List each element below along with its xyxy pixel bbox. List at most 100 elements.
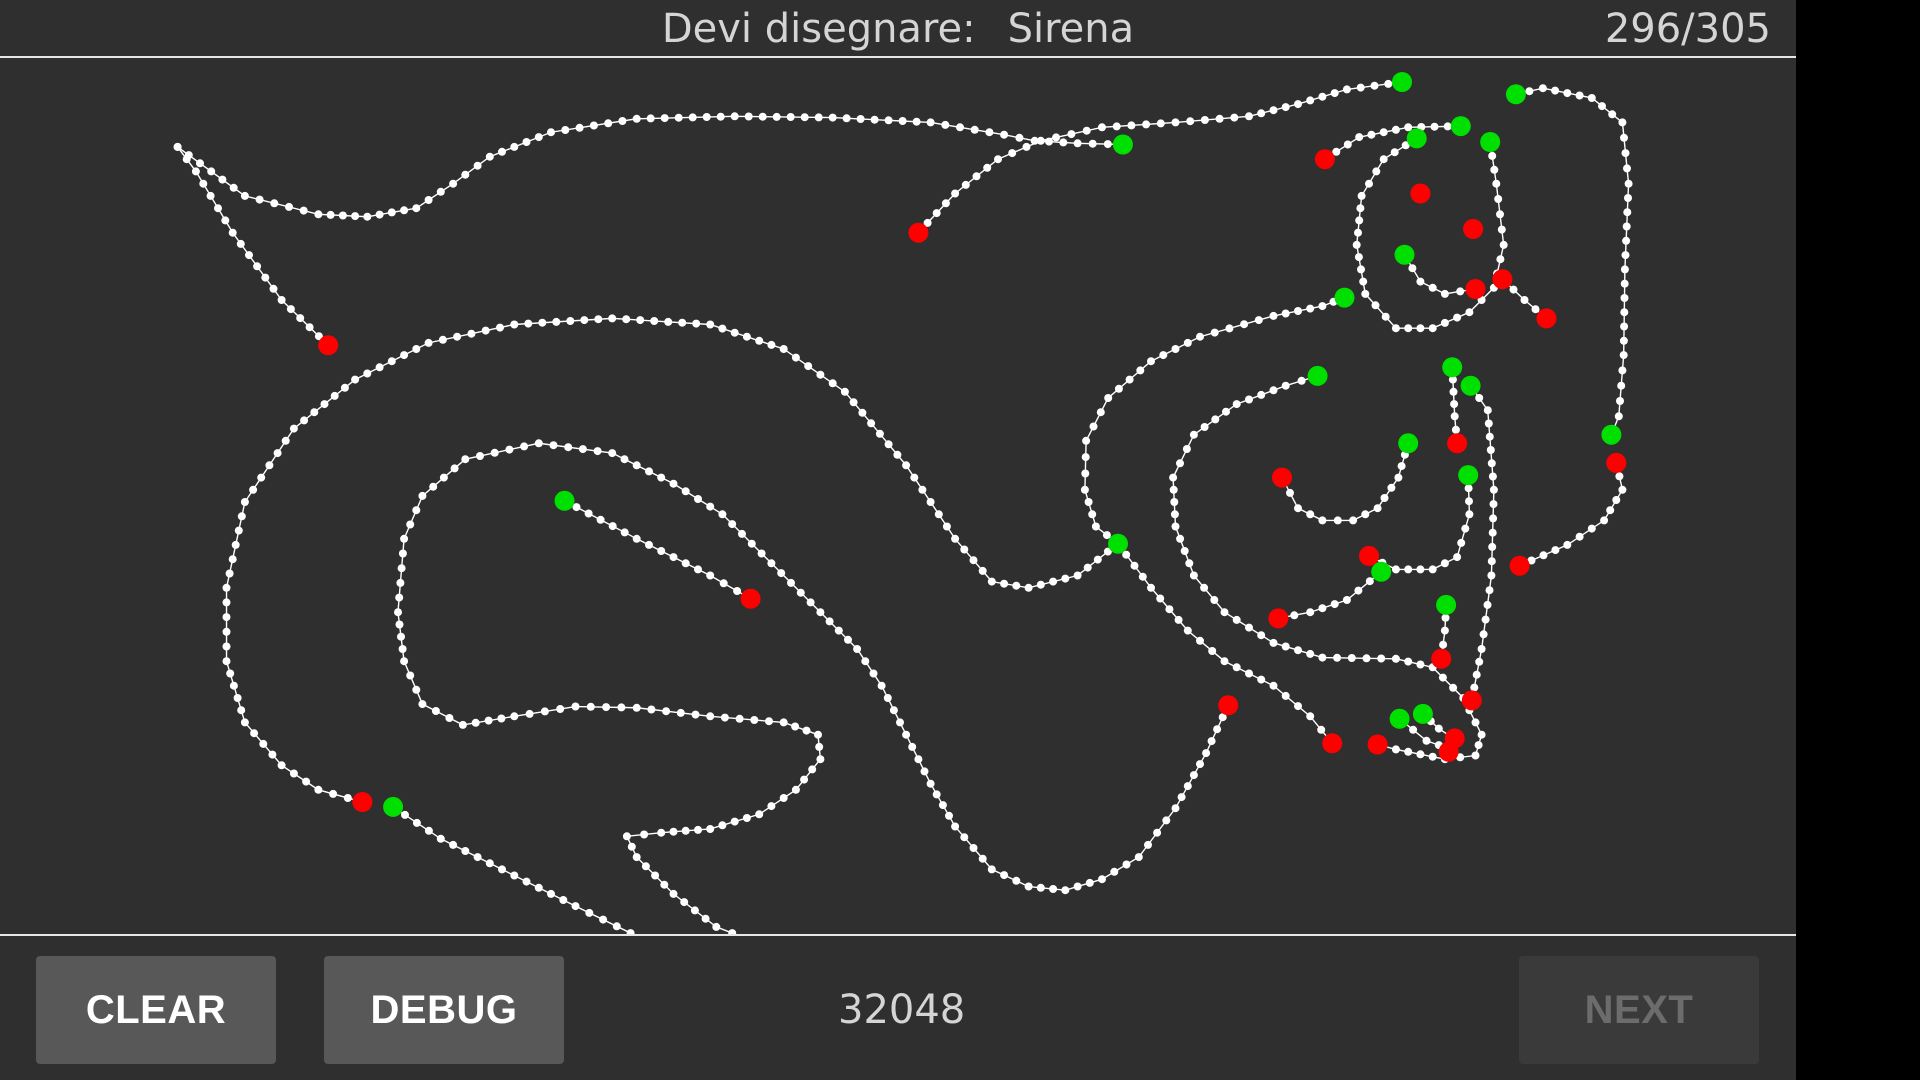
stroke-point bbox=[755, 810, 764, 819]
stroke-point bbox=[620, 455, 629, 464]
stroke-point bbox=[1372, 167, 1381, 176]
stroke-point bbox=[1257, 631, 1266, 640]
stroke-point bbox=[647, 705, 656, 714]
stroke-point bbox=[1539, 551, 1548, 560]
stroke-point bbox=[1483, 600, 1492, 609]
stroke-point bbox=[237, 512, 246, 521]
stroke-point bbox=[669, 889, 678, 898]
stroke-point bbox=[593, 447, 602, 456]
stroke-point bbox=[632, 534, 641, 543]
stroke-point bbox=[870, 115, 879, 124]
stroke-point bbox=[1213, 725, 1222, 734]
stroke-point bbox=[1551, 546, 1560, 555]
stroke-point bbox=[1318, 92, 1327, 101]
stroke-point bbox=[1089, 422, 1098, 431]
stroke-point bbox=[481, 326, 490, 335]
stroke-point bbox=[236, 239, 245, 248]
stroke-point bbox=[525, 709, 534, 718]
stroke-point bbox=[589, 121, 598, 130]
stroke-point bbox=[1049, 577, 1058, 586]
stroke-point bbox=[920, 767, 929, 776]
stroke-start-marker bbox=[1460, 375, 1481, 396]
stroke-point bbox=[490, 448, 499, 457]
stroke-point bbox=[1208, 647, 1217, 655]
stroke-start-marker bbox=[1389, 708, 1410, 729]
stroke-point bbox=[1461, 524, 1470, 533]
stroke-point bbox=[1134, 853, 1143, 862]
stroke-point bbox=[1091, 522, 1100, 531]
stroke-point bbox=[1122, 860, 1131, 869]
stroke-point bbox=[1430, 122, 1439, 131]
stroke-point bbox=[1623, 208, 1632, 217]
stroke-point bbox=[1210, 596, 1219, 604]
stroke-point bbox=[559, 896, 568, 904]
clear-button[interactable]: CLEAR bbox=[36, 956, 276, 1064]
stroke-point bbox=[1367, 130, 1376, 139]
stroke-point bbox=[1608, 110, 1617, 119]
stroke-point bbox=[1110, 867, 1119, 876]
stroke-point bbox=[1598, 102, 1606, 111]
stroke-point bbox=[883, 694, 892, 702]
stroke-point bbox=[1081, 453, 1090, 462]
stroke-point bbox=[660, 880, 669, 889]
stroke-point bbox=[1012, 876, 1021, 885]
stroke-point bbox=[225, 569, 234, 578]
stroke-end-marker bbox=[1410, 183, 1431, 204]
next-button[interactable]: NEXT bbox=[1519, 956, 1759, 1064]
stroke-point bbox=[1490, 165, 1499, 174]
stroke-point bbox=[1377, 654, 1386, 663]
stroke-point bbox=[461, 170, 470, 179]
stroke-point bbox=[1012, 581, 1021, 590]
stroke-point bbox=[1082, 436, 1091, 445]
stroke-point bbox=[738, 529, 746, 538]
stroke-start-marker bbox=[1505, 84, 1526, 105]
stroke-point bbox=[299, 206, 308, 215]
stroke-point bbox=[1587, 524, 1596, 533]
stroke-point bbox=[1487, 571, 1496, 580]
stroke-point bbox=[1622, 222, 1631, 231]
stroke-point bbox=[580, 316, 589, 325]
stroke-point bbox=[622, 315, 631, 324]
stroke-point bbox=[750, 716, 759, 724]
stroke-point bbox=[1354, 228, 1362, 237]
stroke-point bbox=[1015, 133, 1024, 142]
stroke-point bbox=[1061, 574, 1070, 583]
drawing-canvas[interactable] bbox=[0, 58, 1796, 934]
stroke-point bbox=[250, 729, 259, 738]
stroke-point bbox=[669, 553, 678, 562]
prompt-label: Devi disegnare: bbox=[661, 6, 976, 52]
stroke-point bbox=[1416, 660, 1425, 669]
stroke-point bbox=[987, 577, 996, 586]
stroke-point bbox=[1254, 316, 1263, 325]
stroke-point bbox=[1471, 718, 1480, 727]
stroke-point bbox=[449, 840, 458, 849]
stroke-point bbox=[728, 929, 737, 934]
stroke-point bbox=[524, 319, 533, 328]
stroke-point bbox=[627, 842, 636, 851]
stroke-point bbox=[1391, 125, 1400, 134]
stroke-point bbox=[1551, 86, 1560, 95]
stroke-point bbox=[1306, 712, 1315, 721]
stroke-point bbox=[1525, 87, 1534, 96]
stroke-point bbox=[1196, 636, 1204, 645]
stroke-point bbox=[1083, 563, 1092, 572]
stroke-point bbox=[424, 826, 433, 835]
stroke-point bbox=[1624, 179, 1633, 188]
stroke-point bbox=[1361, 289, 1370, 298]
stroke-point bbox=[1488, 528, 1497, 537]
stroke-point bbox=[645, 467, 653, 476]
stroke-point bbox=[412, 506, 421, 515]
stroke-point bbox=[1354, 586, 1363, 595]
stroke-point bbox=[1093, 555, 1102, 564]
stroke-point bbox=[1257, 390, 1266, 399]
stroke-point bbox=[510, 320, 519, 329]
stroke-point bbox=[1485, 432, 1494, 441]
debug-button[interactable]: DEBUG bbox=[324, 956, 564, 1064]
stroke-point bbox=[229, 681, 238, 690]
stroke-point bbox=[1619, 336, 1628, 345]
stroke-point bbox=[1387, 483, 1396, 492]
stroke-point bbox=[602, 703, 611, 712]
stroke-point bbox=[692, 319, 701, 328]
stroke-point bbox=[401, 810, 409, 819]
stroke-point bbox=[1475, 394, 1484, 402]
